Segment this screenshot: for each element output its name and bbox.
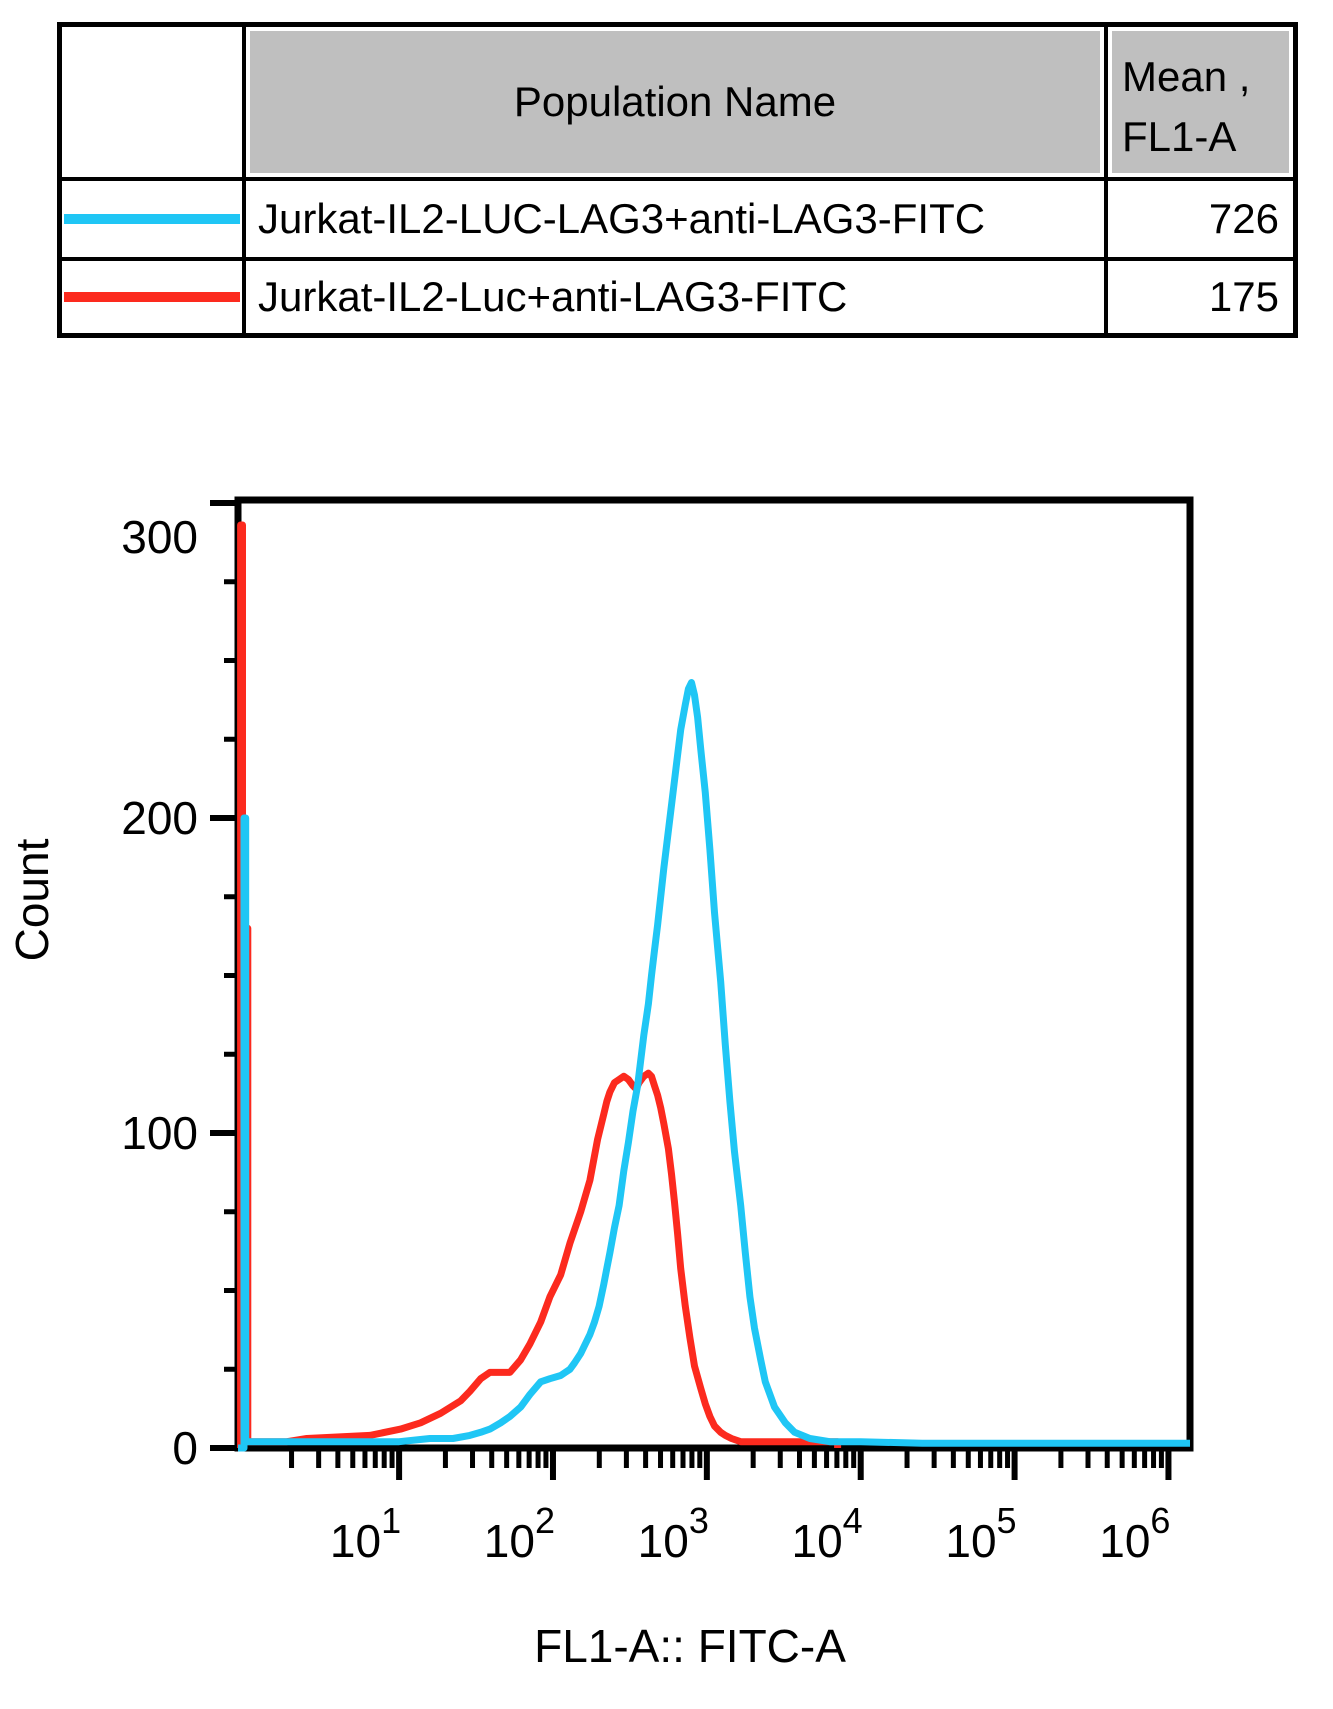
y-axis-tick-label: 200 [121, 792, 198, 844]
mean-value: 726 [1208, 194, 1279, 242]
x-axis-title: FL1-A:: FITC-A [534, 1620, 846, 1672]
mean-value: 175 [1208, 272, 1279, 320]
table-row-2-mean-cell: 175 [1108, 261, 1293, 333]
cyan-line-swatch [64, 214, 240, 224]
population-name-header-label: Population Name [513, 77, 837, 125]
histogram-curve [238, 679, 1190, 1452]
table-row-2-swatch-cell [62, 261, 242, 333]
mean-header-line2: FL1-A [1122, 113, 1237, 160]
plot-border [234, 496, 1194, 1452]
x-axis-tick-label: 101 [330, 1500, 401, 1567]
histogram-curve [237, 521, 842, 1452]
x-axis-tick-exponent: 4 [843, 1500, 863, 1541]
x-axis-tick-label: 104 [792, 1500, 863, 1567]
x-axis-tick-label: 102 [484, 1500, 555, 1567]
y-axis-tick-label: 0 [172, 1422, 198, 1474]
population-name-header: Population Name [250, 31, 1100, 173]
legend-header-mean-cell: Mean , FL1-A [1108, 27, 1293, 177]
legend-header-swatch-cell [62, 27, 242, 177]
population-name: Jurkat-IL2-LUC-LAG3+anti-LAG3-FITC [258, 194, 986, 242]
x-axis-tick-label: 105 [945, 1500, 1016, 1567]
legend-header-population-cell: Population Name [246, 27, 1104, 177]
table-row-1-swatch-cell [62, 181, 242, 257]
table-row-1-mean-cell: 726 [1108, 181, 1293, 257]
x-axis-tick-exponent: 1 [381, 1500, 401, 1541]
x-axis-tick-exponent: 2 [535, 1500, 555, 1541]
x-axis-tick-exponent: 6 [1150, 1500, 1170, 1541]
y-axis-tick-label: 100 [121, 1107, 198, 1159]
x-axis-tick-exponent: 3 [689, 1500, 709, 1541]
red-line-swatch [64, 292, 240, 302]
y-axis-tick-label: 300 [121, 511, 198, 563]
table-row-2-population-cell: Jurkat-IL2-Luc+anti-LAG3-FITC [246, 261, 1104, 333]
legend-table: Population Name Mean , FL1-A Jurkat-IL2-… [57, 22, 1298, 338]
mean-fl1a-header: Mean , FL1-A [1112, 31, 1289, 173]
population-name: Jurkat-IL2-Luc+anti-LAG3-FITC [258, 272, 848, 320]
x-axis-tick-label: 103 [638, 1500, 709, 1567]
y-axis-title: Count [6, 838, 58, 961]
x-axis-tick-label: 106 [1099, 1500, 1170, 1567]
x-axis-tick-exponent: 5 [997, 1500, 1017, 1541]
mean-header-line1: Mean , [1122, 53, 1251, 100]
table-row-1-population-cell: Jurkat-IL2-LUC-LAG3+anti-LAG3-FITC [246, 181, 1104, 257]
